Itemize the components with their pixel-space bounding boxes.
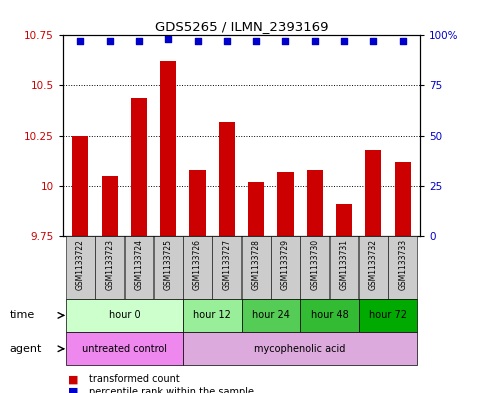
Bar xyxy=(242,236,270,299)
Text: untreated control: untreated control xyxy=(82,344,167,354)
Bar xyxy=(95,236,124,299)
Point xyxy=(164,36,172,42)
Text: GSM1133727: GSM1133727 xyxy=(222,239,231,290)
Bar xyxy=(388,236,417,299)
Bar xyxy=(307,170,323,236)
Text: GSM1133732: GSM1133732 xyxy=(369,239,378,290)
Text: GSM1133729: GSM1133729 xyxy=(281,239,290,290)
Text: hour 48: hour 48 xyxy=(311,310,348,320)
Point xyxy=(282,38,289,44)
Point xyxy=(223,38,231,44)
Text: GSM1133726: GSM1133726 xyxy=(193,239,202,290)
Text: GSM1133730: GSM1133730 xyxy=(310,239,319,290)
Bar xyxy=(300,236,329,299)
Bar xyxy=(219,121,235,236)
Bar xyxy=(300,299,359,332)
Bar xyxy=(154,236,183,299)
Point xyxy=(76,38,84,44)
Bar xyxy=(125,236,153,299)
Text: GSM1133728: GSM1133728 xyxy=(252,239,261,290)
Bar xyxy=(248,182,264,236)
Bar xyxy=(183,299,242,332)
Bar xyxy=(359,236,388,299)
Bar xyxy=(189,170,206,236)
Bar xyxy=(183,236,212,299)
Bar xyxy=(66,332,183,365)
Bar xyxy=(160,61,176,236)
Bar xyxy=(66,299,183,332)
Point xyxy=(369,38,377,44)
Text: GSM1133722: GSM1133722 xyxy=(76,239,85,290)
Bar xyxy=(131,97,147,236)
Text: GSM1133733: GSM1133733 xyxy=(398,239,407,290)
Text: ■: ■ xyxy=(68,374,78,384)
Bar xyxy=(330,236,358,299)
Text: GSM1133724: GSM1133724 xyxy=(134,239,143,290)
Point xyxy=(340,38,348,44)
Bar xyxy=(213,236,241,299)
Bar xyxy=(271,236,300,299)
Text: GSM1133723: GSM1133723 xyxy=(105,239,114,290)
Text: hour 0: hour 0 xyxy=(109,310,140,320)
Bar xyxy=(277,172,294,236)
Point xyxy=(399,38,407,44)
Text: agent: agent xyxy=(10,344,42,354)
Title: GDS5265 / ILMN_2393169: GDS5265 / ILMN_2393169 xyxy=(155,20,328,33)
Text: mycophenolic acid: mycophenolic acid xyxy=(255,344,346,354)
Point xyxy=(252,38,260,44)
Bar xyxy=(66,236,95,299)
Text: GSM1133725: GSM1133725 xyxy=(164,239,173,290)
Text: hour 12: hour 12 xyxy=(193,310,231,320)
Bar xyxy=(365,150,382,236)
Text: transformed count: transformed count xyxy=(89,374,180,384)
Bar xyxy=(336,204,352,236)
Text: ■: ■ xyxy=(68,387,78,393)
Bar xyxy=(395,162,411,236)
Point xyxy=(106,38,114,44)
Text: hour 72: hour 72 xyxy=(369,310,407,320)
Bar xyxy=(101,176,118,236)
Bar xyxy=(359,299,417,332)
Text: time: time xyxy=(10,310,35,320)
Bar xyxy=(183,332,417,365)
Text: percentile rank within the sample: percentile rank within the sample xyxy=(89,387,255,393)
Point xyxy=(194,38,201,44)
Text: GSM1133731: GSM1133731 xyxy=(340,239,349,290)
Point xyxy=(135,38,143,44)
Text: hour 24: hour 24 xyxy=(252,310,290,320)
Bar xyxy=(242,299,300,332)
Bar xyxy=(72,136,88,236)
Point xyxy=(311,38,319,44)
